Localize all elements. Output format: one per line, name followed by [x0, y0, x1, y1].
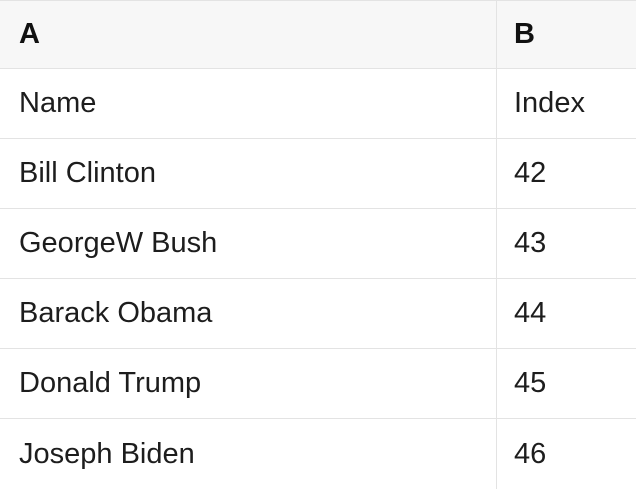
table-row: Joseph Biden 46	[0, 419, 636, 489]
cell-text: Donald Trump	[19, 367, 202, 399]
table-row: Barack Obama 44	[0, 279, 636, 349]
table-cell-name[interactable]: Name	[0, 69, 497, 138]
table-cell-name[interactable]: Bill Clinton	[0, 139, 497, 208]
cell-text: 45	[514, 367, 547, 399]
table-cell-index[interactable]: 46	[497, 419, 636, 489]
table-row: Name Index	[0, 69, 636, 139]
cell-text: 44	[514, 297, 547, 329]
cell-text: 43	[514, 227, 547, 259]
table-cell-index[interactable]: 42	[497, 139, 636, 208]
table-row: GeorgeW Bush 43	[0, 209, 636, 279]
cell-text: 42	[514, 157, 547, 189]
column-header-a-label: A	[19, 18, 40, 50]
cell-text: Joseph Biden	[19, 437, 195, 470]
column-header-b-label: B	[514, 18, 535, 50]
table-row: Bill Clinton 42	[0, 139, 636, 209]
cell-text: 46	[514, 437, 547, 470]
table-cell-name[interactable]: Joseph Biden	[0, 419, 497, 489]
table-cell-name[interactable]: Barack Obama	[0, 279, 497, 348]
table-cell-index[interactable]: Index	[497, 69, 636, 138]
cell-text: Bill Clinton	[19, 157, 156, 189]
column-header-b[interactable]: B	[497, 1, 636, 68]
column-header-a[interactable]: A	[0, 1, 497, 68]
table-cell-index[interactable]: 45	[497, 349, 636, 418]
table-cell-name[interactable]: GeorgeW Bush	[0, 209, 497, 278]
table-cell-index[interactable]: 43	[497, 209, 636, 278]
cell-text: GeorgeW Bush	[19, 227, 218, 259]
cell-text: Barack Obama	[19, 297, 213, 329]
table-header-row: A B	[0, 1, 636, 69]
cell-text: Index	[514, 87, 585, 119]
table-row: Donald Trump 45	[0, 349, 636, 419]
table-cell-name[interactable]: Donald Trump	[0, 349, 497, 418]
cell-text: Name	[19, 87, 97, 119]
table-cell-index[interactable]: 44	[497, 279, 636, 348]
